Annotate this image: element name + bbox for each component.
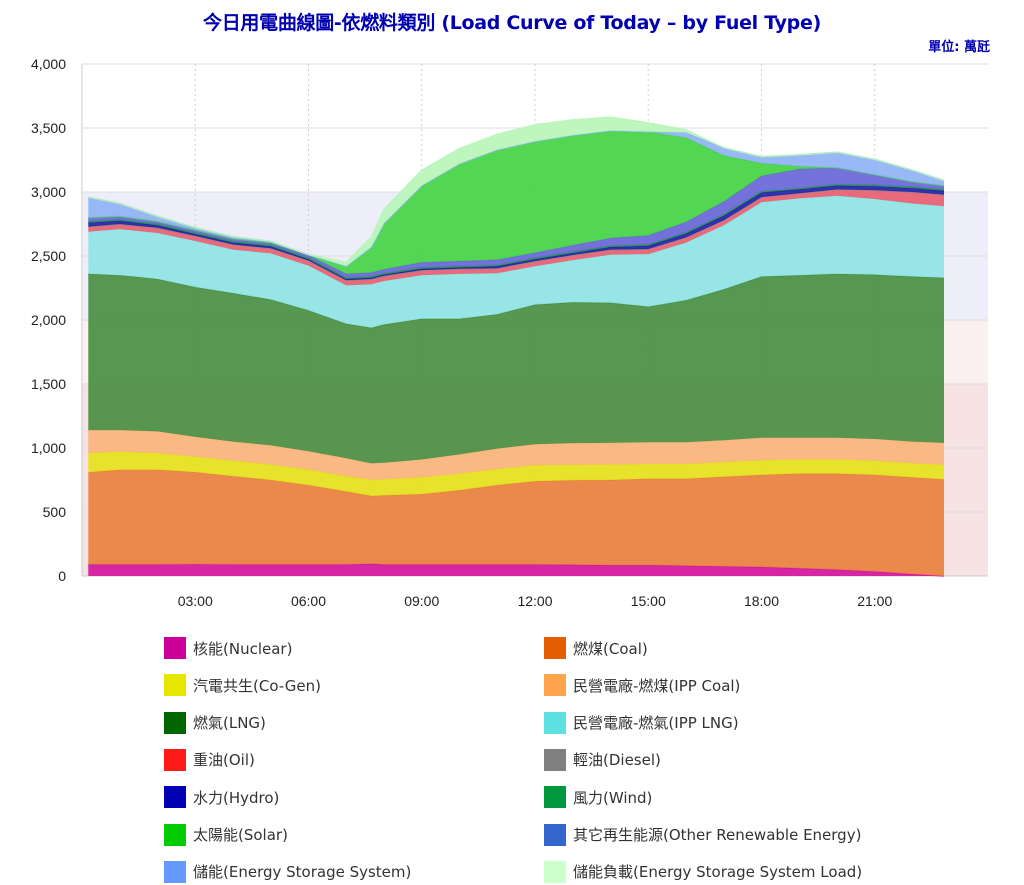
legend-item-coal[interactable]: 燃煤(Coal) xyxy=(544,636,648,660)
area-other_renewable[interactable] xyxy=(88,167,945,278)
legend-item-solar[interactable]: 太陽能(Solar) xyxy=(164,823,288,847)
legend-item-ipp_lng[interactable]: 民營電廠-燃氣(IPP LNG) xyxy=(544,711,739,735)
legend-label: 核能(Nuclear) xyxy=(193,639,293,658)
legend-swatch xyxy=(544,711,566,734)
legend-label: 汽電共生(Co-Gen) xyxy=(193,676,321,695)
legend-swatch xyxy=(544,674,566,697)
legend-label: 燃氣(LNG) xyxy=(193,714,266,733)
area-ipp_lng[interactable] xyxy=(88,195,945,328)
legend-label: 儲能(Energy Storage System) xyxy=(193,863,412,882)
stacked-areas[interactable] xyxy=(88,116,945,577)
legend-swatch xyxy=(164,637,186,659)
legend-label: 儲能負載(Energy Storage System Load) xyxy=(573,863,863,882)
legend-swatch xyxy=(544,860,566,883)
load-curve-chart: 05001,0001,5002,0002,5003,0003,5004,000 … xyxy=(31,56,988,609)
legend-label: 民營電廠-燃煤(IPP Coal) xyxy=(573,676,741,695)
y-tick-label: 1,000 xyxy=(31,440,66,456)
x-tick-label: 09:00 xyxy=(404,593,439,609)
y-tick-label: 3,000 xyxy=(31,184,66,200)
legend-swatch xyxy=(164,711,186,734)
legend-label: 風力(Wind) xyxy=(573,788,653,807)
legend-swatch xyxy=(544,748,566,771)
x-tick-label: 06:00 xyxy=(291,593,326,609)
unit-label: 單位: 萬瓩 xyxy=(928,40,990,55)
legend-swatch xyxy=(544,786,566,809)
legend-label: 太陽能(Solar) xyxy=(193,826,288,844)
x-tick-label: 03:00 xyxy=(178,593,213,609)
x-tick-label: 18:00 xyxy=(744,593,779,609)
legend-item-storage_load[interactable]: 儲能負載(Energy Storage System Load) xyxy=(544,860,862,884)
area-coal[interactable] xyxy=(88,469,945,576)
legend-item-storage[interactable]: 儲能(Energy Storage System) xyxy=(164,860,411,884)
legend-item-oil[interactable]: 重油(Oil) xyxy=(164,748,255,772)
legend-swatch xyxy=(164,786,186,809)
legend-label: 重油(Oil) xyxy=(193,751,255,770)
y-tick-label: 2,500 xyxy=(31,248,66,264)
y-tick-label: 2,000 xyxy=(31,312,66,328)
y-tick-label: 500 xyxy=(43,504,67,520)
legend-swatch xyxy=(544,823,566,846)
legend-swatch xyxy=(544,637,566,659)
x-tick-label: 15:00 xyxy=(631,593,666,609)
legend-swatch xyxy=(164,674,186,697)
legend-swatch xyxy=(164,823,186,846)
area-cogen[interactable] xyxy=(88,451,945,496)
legend-label: 民營電廠-燃氣(IPP LNG) xyxy=(573,714,739,733)
legend-label: 水力(Hydro) xyxy=(193,788,280,807)
legend-label: 其它再生能源(Other Renewable Energy) xyxy=(573,826,862,844)
y-tick-label: 1,500 xyxy=(31,376,66,392)
area-oil[interactable] xyxy=(88,189,945,286)
legend-item-ipp_coal[interactable]: 民營電廠-燃煤(IPP Coal) xyxy=(544,673,740,697)
y-tick-label: 3,500 xyxy=(31,120,66,136)
legend-item-other_renewable[interactable]: 其它再生能源(Other Renewable Energy) xyxy=(544,823,861,847)
area-ipp_coal[interactable] xyxy=(88,430,945,480)
y-tick-label: 0 xyxy=(58,568,66,584)
legend-label: 輕油(Diesel) xyxy=(573,751,661,770)
area-lng[interactable] xyxy=(88,273,945,464)
y-tick-label: 4,000 xyxy=(31,56,66,72)
legend-swatch xyxy=(164,860,186,883)
y-axis: 0 500 1,000 1,500 2,000 2,500 3,000 3,500 4,000 xyxy=(31,56,66,584)
legend-item-hydro[interactable]: 水力(Hydro) xyxy=(164,785,279,809)
legend-item-cogen[interactable]: 汽電共生(Co-Gen) xyxy=(164,673,321,697)
x-axis: 03:00 06:00 09:00 12:00 15:00 18:00 21:00 xyxy=(178,593,893,609)
legend-item-wind[interactable]: 風力(Wind) xyxy=(544,785,652,809)
line-storage_load xyxy=(88,116,945,264)
x-tick-label: 12:00 xyxy=(517,593,552,609)
area-solar[interactable] xyxy=(88,130,945,274)
chart-title: 今日用電曲線圖-依燃料類別 (Load Curve of Today – by … xyxy=(203,12,821,34)
legend-label: 燃煤(Coal) xyxy=(573,639,648,658)
x-tick-label: 21:00 xyxy=(857,593,892,609)
legend-item-lng[interactable]: 燃氣(LNG) xyxy=(164,711,266,735)
legend-item-nuclear[interactable]: 核能(Nuclear) xyxy=(164,636,292,660)
legend-item-diesel[interactable]: 輕油(Diesel) xyxy=(544,748,661,772)
legend-swatch xyxy=(164,748,186,771)
